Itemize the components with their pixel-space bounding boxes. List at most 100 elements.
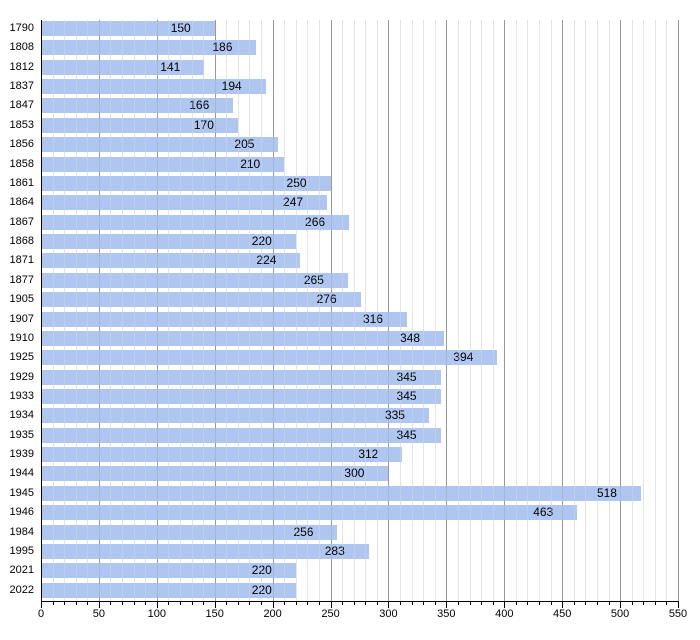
tick-mark-major (620, 602, 622, 608)
category-label-1933: 1933 (9, 389, 34, 402)
tick-mark-minor (666, 602, 668, 605)
category-label-1907: 1907 (9, 312, 34, 325)
tick-mark-minor (400, 602, 402, 605)
category-label-1984: 1984 (9, 525, 34, 538)
tick-mark-minor (307, 602, 309, 605)
category-label-1910: 1910 (9, 331, 34, 344)
tick-mark-minor (203, 602, 205, 605)
tick-mark-major (388, 602, 390, 608)
category-label-1905: 1905 (9, 293, 34, 306)
bar-1867: 266 (41, 214, 350, 230)
bar-1858: 210 (41, 156, 285, 172)
tick-mark-minor (423, 602, 425, 605)
bar-value-label: 265 (303, 272, 324, 287)
bar-1790: 150 (41, 21, 215, 36)
tick-mark-minor (353, 602, 355, 605)
tick-mark-minor (411, 602, 413, 605)
tick-mark-major (214, 602, 216, 608)
bar-1945: 518 (41, 485, 641, 501)
tick-mark-minor (75, 602, 77, 605)
category-label-1790: 1790 (9, 22, 34, 34)
tick-mark-minor (52, 602, 54, 605)
bar-value-label: 205 (234, 137, 255, 152)
bar-value-label: 166 (189, 98, 210, 113)
x-tick-label-200: 200 (263, 608, 282, 620)
bar-value-label: 220 (251, 563, 272, 578)
category-label-1858: 1858 (9, 157, 34, 170)
tick-mark-major (98, 602, 100, 608)
bar-value-label: 335 (384, 408, 405, 423)
x-tick-label-50: 50 (92, 608, 106, 620)
bar-1905: 276 (41, 292, 361, 308)
tick-mark-minor (191, 602, 193, 605)
category-label-1934: 1934 (9, 409, 34, 422)
bar-1925: 394 (41, 350, 498, 366)
tick-mark-major (446, 602, 448, 608)
bar-1847: 166 (41, 98, 234, 114)
bar-value-label: 394 (453, 350, 474, 365)
x-tick-label-300: 300 (379, 608, 398, 620)
tick-mark-major (678, 602, 679, 608)
tick-mark-minor (295, 602, 297, 605)
bar-1856: 205 (41, 137, 279, 153)
tick-mark-major (156, 602, 158, 608)
tick-mark-minor (643, 602, 645, 605)
tick-mark-minor (122, 602, 124, 605)
bar-1939: 312 (41, 447, 403, 463)
bar-1933: 345 (41, 388, 441, 404)
bar-value-label: 247 (283, 195, 304, 210)
gridline-major (678, 20, 679, 601)
category-label-1935: 1935 (9, 428, 34, 441)
bar-value-label: 316 (362, 311, 383, 326)
x-tick-label-350: 350 (437, 608, 456, 620)
bar-value-label: 250 (286, 175, 307, 190)
category-label-1868: 1868 (9, 235, 34, 248)
tick-mark-minor (457, 602, 459, 605)
bar-value-label: 220 (251, 234, 272, 249)
bar-1877: 265 (41, 272, 348, 288)
category-label-1847: 1847 (9, 99, 34, 112)
bar-value-label: 266 (305, 214, 326, 229)
tick-mark-minor (237, 602, 239, 605)
tick-mark-minor (365, 602, 367, 605)
bar-1944: 300 (41, 466, 389, 482)
tick-mark-minor (527, 602, 529, 605)
bar-value-label: 141 (160, 59, 181, 74)
category-label-1877: 1877 (9, 273, 34, 286)
bars-container: 150 186 141 194 166 170 205 210 250 247 266 220 224 2… (41, 20, 678, 601)
tick-mark-minor (469, 602, 471, 605)
tick-mark-major (41, 602, 42, 608)
tick-mark-major (504, 602, 506, 608)
bar-1871: 224 (41, 253, 301, 269)
category-label-1995: 1995 (9, 544, 34, 557)
tick-mark-minor (145, 602, 147, 605)
tick-mark-minor (261, 602, 263, 605)
bar-1812: 141 (41, 59, 205, 75)
bar-value-label: 518 (596, 485, 617, 500)
tick-mark-minor (226, 602, 228, 605)
bar-2022: 220 (41, 582, 296, 598)
bar-1837: 194 (41, 79, 266, 95)
bar-1861: 250 (41, 175, 331, 191)
tick-mark-minor (550, 602, 552, 605)
category-label-2021: 2021 (9, 564, 34, 577)
bar-1934: 335 (41, 408, 429, 424)
x-tick-label-100: 100 (147, 608, 166, 620)
tick-mark-minor (110, 602, 112, 605)
y-axis-line (41, 20, 42, 602)
bar-1984: 256 (41, 524, 338, 540)
tick-mark-minor (481, 602, 483, 605)
bar-value-label: 345 (396, 388, 417, 403)
tick-mark-minor (249, 602, 251, 605)
category-label-1853: 1853 (9, 118, 34, 131)
bar-2021: 220 (41, 563, 296, 579)
bar-1853: 170 (41, 117, 238, 133)
tick-mark-minor (596, 602, 598, 605)
x-axis-line (41, 601, 679, 602)
x-tick-label-550: 550 (668, 608, 688, 620)
tick-mark-major (330, 602, 332, 608)
tick-mark-minor (515, 602, 517, 605)
tick-mark-minor (631, 602, 633, 605)
category-label-1856: 1856 (9, 138, 34, 151)
